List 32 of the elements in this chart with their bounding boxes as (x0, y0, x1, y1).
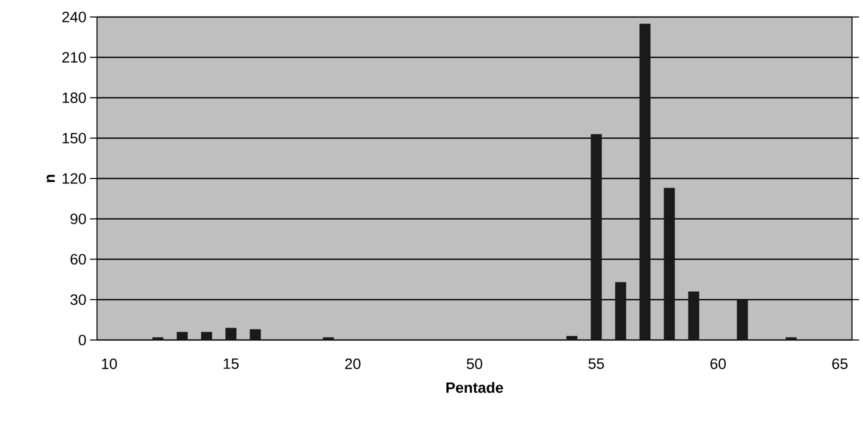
bar (786, 337, 797, 340)
y-tick-label: 90 (70, 214, 86, 224)
y-tick-label: 60 (70, 254, 86, 265)
y-tick-label: 180 (62, 92, 86, 104)
x-tick-label: 20 (345, 358, 360, 370)
y-tick-label: 120 (62, 173, 86, 184)
bar (566, 336, 578, 340)
bar (664, 188, 675, 340)
bar (322, 337, 334, 340)
x-axis-title: Pentade (446, 382, 504, 393)
bar (590, 134, 602, 340)
x-tick-label: 15 (224, 358, 239, 369)
bar (615, 282, 626, 340)
bar (688, 292, 700, 340)
x-tick-label: 65 (832, 358, 848, 370)
bar (225, 328, 236, 340)
y-axis-title: n (46, 174, 55, 182)
bar (201, 332, 212, 340)
x-tick-label: 55 (588, 358, 604, 369)
x-tick-label: 50 (466, 358, 482, 370)
y-tick-label: 30 (70, 294, 86, 305)
bar (250, 329, 261, 340)
bar (639, 24, 650, 340)
y-tick-label: 150 (62, 132, 86, 144)
y-tick-label: 210 (62, 52, 86, 63)
x-tick-label: 60 (710, 358, 726, 370)
y-tick-label: 240 (62, 12, 86, 22)
x-tick-label: 10 (102, 358, 117, 370)
bar (736, 300, 748, 340)
bar (152, 337, 164, 340)
y-tick-label: 0 (78, 334, 86, 346)
bar (176, 332, 188, 340)
